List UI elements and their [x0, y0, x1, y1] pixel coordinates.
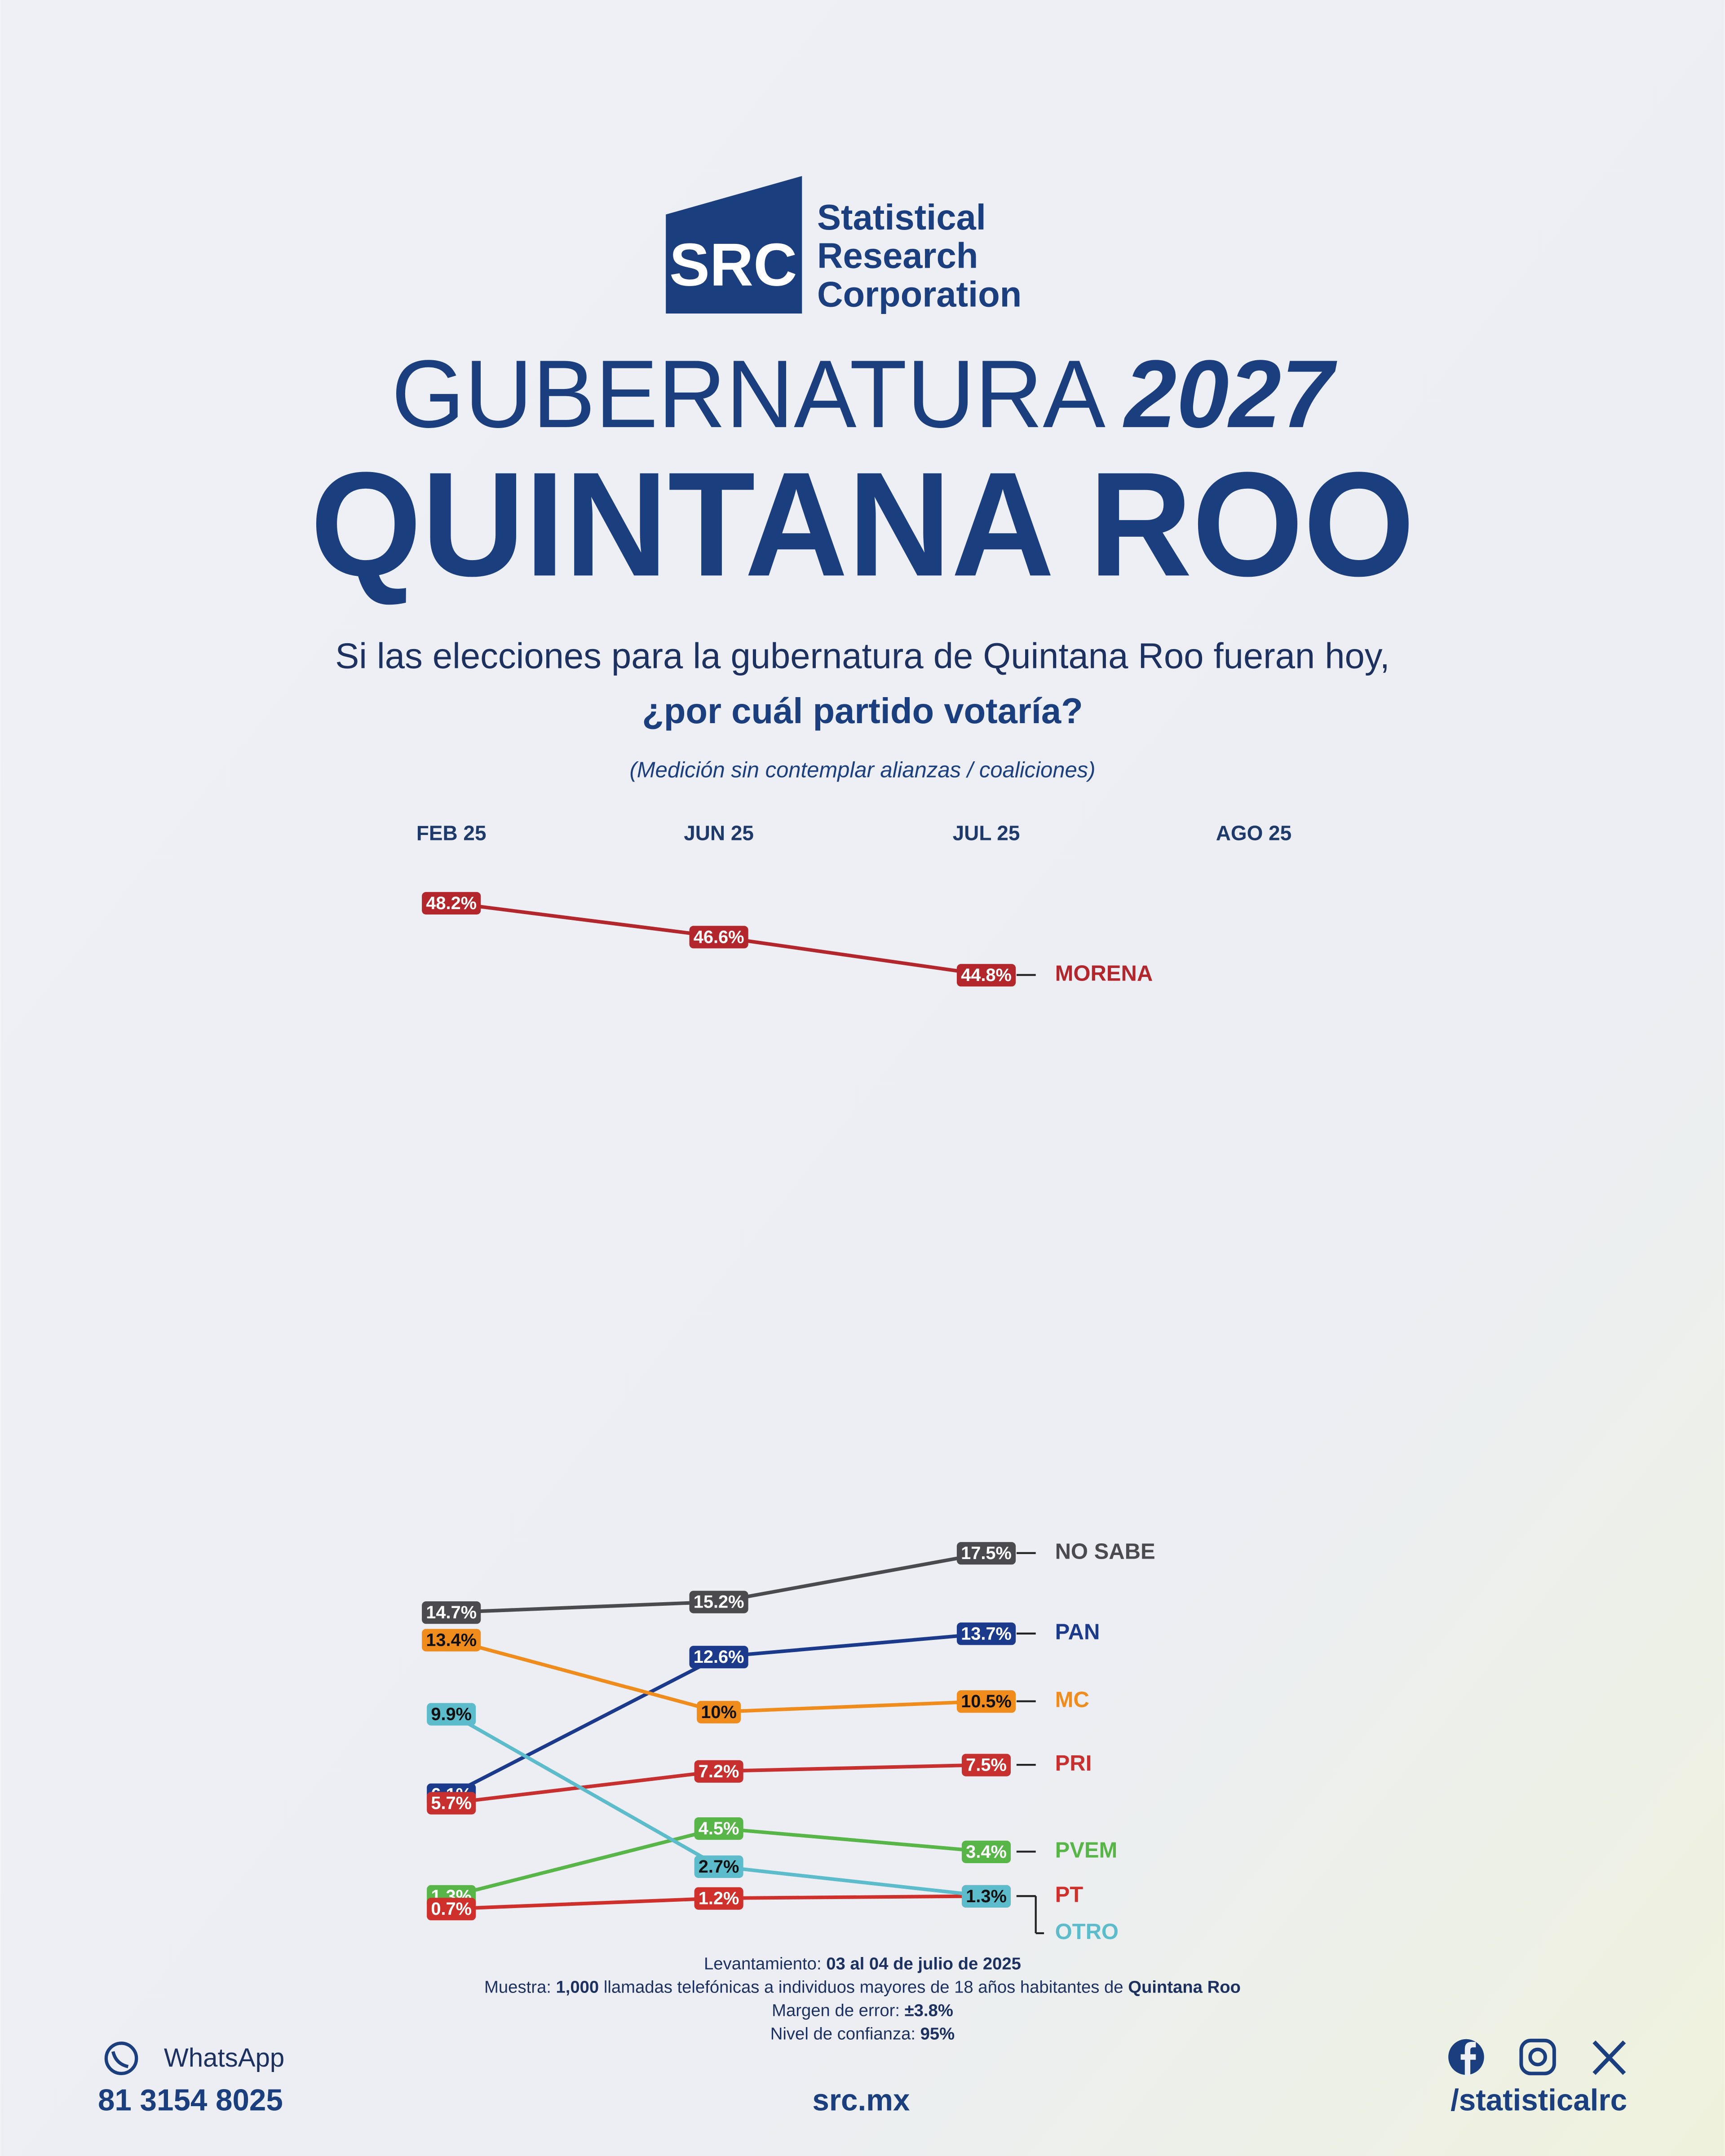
title-light: GUBERNATURA — [392, 340, 1106, 447]
series-name: MORENA — [1055, 962, 1153, 986]
methodology-line: Margen de error: ±3.8% — [772, 2001, 953, 2020]
logo-text: Research — [817, 236, 978, 276]
point-label-box — [956, 1622, 1016, 1645]
logo-text: Statistical — [817, 197, 986, 237]
point-label: 1.2% — [699, 1889, 739, 1909]
instagram-icon[interactable] — [1519, 2038, 1556, 2076]
title-year: 2027 — [1123, 340, 1337, 447]
point-label-box — [422, 1629, 481, 1652]
point-label: 7.2% — [699, 1762, 739, 1781]
point-label-box — [427, 1703, 476, 1726]
point-label: 5.7% — [431, 1794, 472, 1813]
point-label-box — [689, 1646, 748, 1669]
point-label-box — [956, 1690, 1016, 1713]
point-label-box — [689, 926, 748, 949]
logo-text: Corporation — [817, 274, 1022, 314]
series-name: PAN — [1055, 1620, 1100, 1644]
point-label-box — [961, 1885, 1011, 1908]
series-name: NO SABE — [1055, 1540, 1155, 1564]
point-label: 7.5% — [966, 1755, 1007, 1775]
methodology-part: Nivel de confianza: — [770, 2024, 920, 2044]
point-label: 13.4% — [426, 1630, 477, 1650]
point-label: 3.4% — [966, 1842, 1007, 1862]
x-tick-label: JUL 25 — [953, 821, 1020, 844]
whatsapp-label: WhatsApp — [164, 2043, 284, 2072]
point-label: 0.7% — [431, 1899, 472, 1919]
methodology-line: Levantamiento: 03 al 04 de julio de 2025 — [704, 1954, 1021, 1974]
point-label-box — [427, 1792, 476, 1815]
series-name: MC — [1055, 1688, 1089, 1712]
series-name: PRI — [1055, 1751, 1092, 1776]
point-label-box — [422, 1601, 481, 1624]
title-main: QUINTANA ROO — [310, 442, 1415, 607]
point-label: 15.2% — [694, 1592, 744, 1612]
point-label: 9.9% — [431, 1705, 472, 1724]
logo-shape — [666, 176, 802, 314]
point-label: 17.5% — [961, 1543, 1012, 1563]
point-label-box — [427, 1898, 476, 1921]
point-label-box — [961, 1754, 1011, 1776]
point-label-box — [961, 1840, 1011, 1864]
point-label: 10.5% — [961, 1692, 1012, 1711]
point-label: 46.6% — [694, 927, 744, 947]
whatsapp-icon — [104, 2041, 138, 2075]
methodology: Levantamiento: 03 al 04 de julio de 2025… — [484, 1954, 1241, 2044]
series-name: PVEM — [1055, 1838, 1118, 1862]
point-label: 10% — [701, 1702, 737, 1722]
point-label-box — [694, 1855, 743, 1878]
x-tick-label: JUN 25 — [684, 821, 754, 844]
methodology-part: Quintana Roo — [1128, 1978, 1241, 1997]
title-line: GUBERNATURA2027 — [392, 340, 1338, 447]
series-name: PT — [1055, 1882, 1084, 1907]
facebook-icon — [1460, 2041, 1476, 2076]
point-label: 2.7% — [699, 1857, 739, 1877]
labels: 48.2%46.6%44.8%14.7%15.2%17.5%6.1%12.6%1… — [422, 892, 1016, 1921]
x-tick-label: FEB 25 — [416, 821, 487, 844]
point-label: 44.8% — [961, 965, 1012, 985]
question: Si las elecciones para la gubernatura de… — [335, 636, 1390, 676]
question-bold: ¿por cuál partido votaría? — [642, 691, 1083, 731]
methodology-line: Nivel de confianza: 95% — [770, 2024, 955, 2044]
x-icon[interactable] — [1592, 2040, 1626, 2075]
phone: 81 3154 8025 — [98, 2083, 283, 2117]
point-label: 14.7% — [426, 1603, 477, 1622]
instagram-icon — [1528, 2047, 1547, 2067]
point-label-box — [956, 964, 1016, 987]
line-chart: FEB 25 JUN 25 JUL 25 AGO 25 48.2% 46.6% 44.8% 1… — [416, 821, 1292, 1944]
methodology-part: Muestra: — [484, 1978, 556, 1997]
methodology-line: Muestra: 1,000 llamadas telefónicas a in… — [484, 1978, 1241, 1997]
whatsapp-icon — [111, 2051, 129, 2068]
methodology-part: Levantamiento: — [704, 1954, 826, 1974]
x-tick-label: AGO 25 — [1216, 821, 1292, 844]
point-label-box — [697, 1701, 741, 1723]
methodology-part: Margen de error: — [772, 2001, 905, 2020]
methodology-part: 95% — [920, 2024, 955, 2044]
point-label: 13.7% — [961, 1624, 1012, 1644]
logo-mark: SRC — [669, 231, 797, 299]
methodology-part: 1,000 — [556, 1978, 599, 1997]
social-handle: /statisticalrc — [1451, 2083, 1627, 2117]
methodology-part: 03 al 04 de julio de 2025 — [826, 1954, 1021, 1974]
point-label: 12.6% — [694, 1647, 744, 1667]
point-label: 1.3% — [966, 1886, 1007, 1906]
point-label: 48.2% — [426, 893, 477, 913]
note: (Medición sin contemplar alianzas / coal… — [630, 758, 1096, 782]
methodology-part: ±3.8% — [905, 2001, 953, 2020]
point-label-box — [694, 1887, 743, 1910]
point-label-box — [422, 892, 481, 915]
website[interactable]: src.mx — [812, 2083, 910, 2117]
point-label-box — [689, 1590, 748, 1613]
point-label-box — [694, 1817, 743, 1840]
point-label-box — [694, 1760, 743, 1783]
point-label: 4.5% — [699, 1819, 739, 1838]
series-name: OTRO — [1055, 1920, 1119, 1944]
methodology-part: llamadas telefónicas a individuos mayore… — [599, 1978, 1128, 1997]
point-label-box — [956, 1542, 1016, 1565]
